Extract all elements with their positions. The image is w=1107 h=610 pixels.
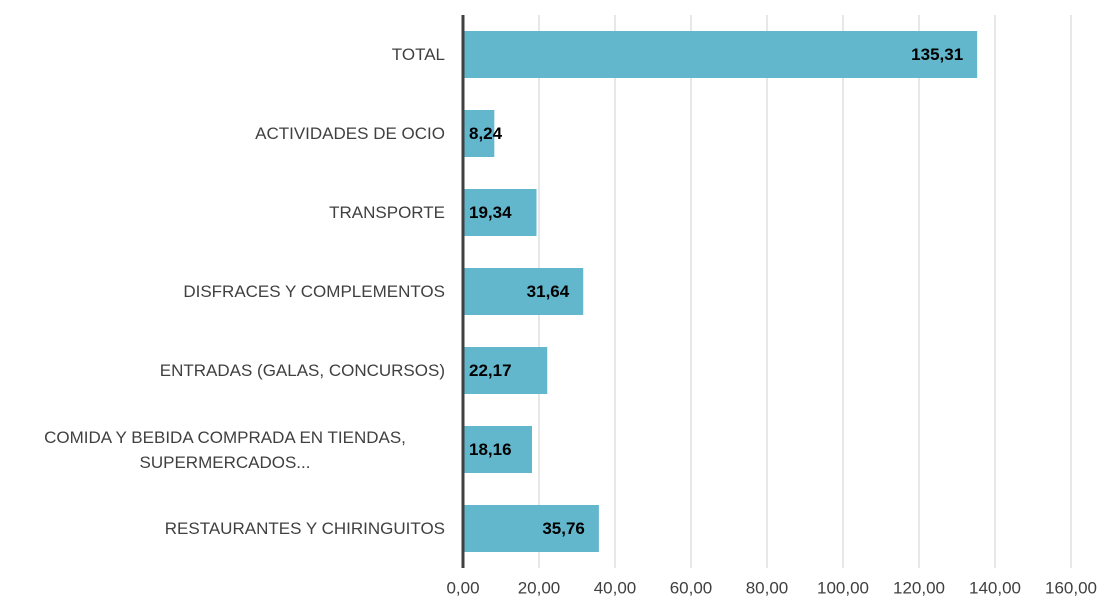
y-tick-label: ACTIVIDADES DE OCIO (255, 124, 445, 143)
bar (463, 426, 533, 473)
value-label: 18,16 (469, 440, 512, 459)
x-tick-label: 20,00 (518, 578, 561, 597)
y-tick-label-box: TOTAL (0, 15, 445, 95)
value-label: 31,64 (527, 282, 570, 301)
x-tick-label: 160,00 (1045, 578, 1097, 597)
bar (463, 189, 537, 236)
y-tick-label-box: TRANSPORTE (0, 173, 445, 253)
value-label: 22,17 (469, 361, 512, 380)
y-tick-label-box: COMIDA Y BEBIDA COMPRADA EN TIENDAS, SUP… (0, 410, 445, 490)
bar (463, 31, 978, 78)
bar (463, 110, 495, 157)
bar (463, 347, 548, 394)
value-label: 8,24 (469, 124, 503, 143)
y-tick-label: RESTAURANTES Y CHIRINGUITOS (164, 519, 445, 538)
y-tick-label-box: DISFRACES Y COMPLEMENTOS (0, 252, 445, 332)
y-tick-label-box: ENTRADAS (GALAS, CONCURSOS) (0, 331, 445, 411)
y-tick-label-box: ACTIVIDADES DE OCIO (0, 94, 445, 174)
y-tick-label: TRANSPORTE (329, 203, 445, 222)
y-tick-label: ENTRADAS (GALAS, CONCURSOS) (159, 361, 445, 380)
x-tick-label: 40,00 (594, 578, 637, 597)
y-tick-label: DISFRACES Y COMPLEMENTOS (183, 282, 445, 301)
y-tick-label-box: RESTAURANTES Y CHIRINGUITOS (0, 489, 445, 569)
bar (463, 268, 584, 315)
x-tick-label: 120,00 (893, 578, 945, 597)
value-label: 19,34 (469, 203, 512, 222)
y-tick-label: COMIDA Y BEBIDA COMPRADA EN TIENDAS, SUP… (44, 427, 406, 472)
y-tick-label: TOTAL (391, 45, 445, 64)
x-tick-label: 60,00 (670, 578, 713, 597)
value-label: 135,31 (911, 45, 963, 64)
value-label: 35,76 (542, 519, 585, 538)
bar (463, 505, 599, 552)
x-tick-label: 80,00 (746, 578, 789, 597)
x-tick-label: 140,00 (969, 578, 1021, 597)
x-tick-label: 100,00 (817, 578, 869, 597)
x-tick-label: 0,00 (446, 578, 479, 597)
